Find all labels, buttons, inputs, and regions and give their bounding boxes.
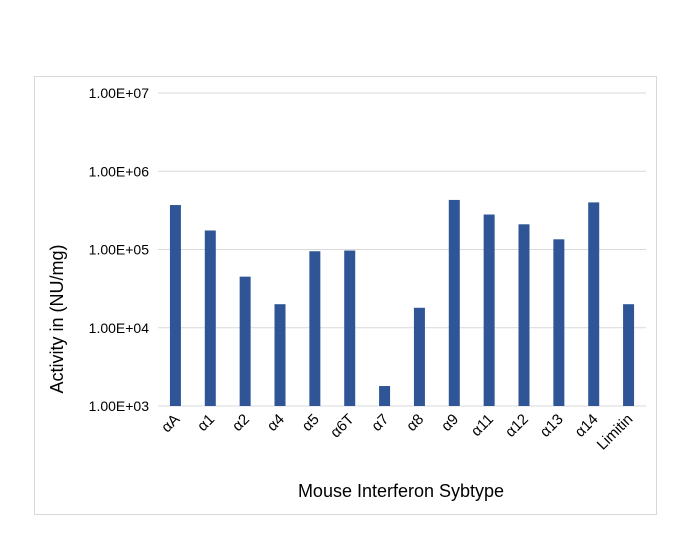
bar xyxy=(483,214,495,406)
bar xyxy=(344,250,356,406)
y-tick-label: 1.00E+06 xyxy=(89,163,150,179)
x-tick-label: α7 xyxy=(368,411,392,435)
bar xyxy=(553,239,565,406)
bar xyxy=(623,304,635,406)
y-tick-label: 1.00E+04 xyxy=(89,320,150,336)
bar xyxy=(274,304,286,406)
x-tick-label: α6T xyxy=(327,411,358,442)
bar xyxy=(518,224,530,406)
x-tick-label: αA xyxy=(158,411,183,436)
bar xyxy=(588,202,600,406)
x-tick-label: α2 xyxy=(229,411,253,435)
bar xyxy=(309,251,321,406)
x-tick-label: α11 xyxy=(468,411,497,440)
y-tick-label: 1.00E+03 xyxy=(89,398,150,414)
bar xyxy=(413,307,425,406)
y-tick-label: 1.00E+05 xyxy=(89,242,150,258)
x-tick-label: α14 xyxy=(572,411,602,441)
x-tick-label: α1 xyxy=(194,411,218,435)
bar xyxy=(169,205,181,406)
bar xyxy=(239,276,251,406)
x-tick-label: Limitin xyxy=(594,411,637,454)
x-tick-label: α5 xyxy=(299,411,323,435)
gridlines xyxy=(158,92,646,407)
bar xyxy=(448,199,460,406)
y-tick-label: 1.00E+07 xyxy=(89,85,150,101)
bar xyxy=(379,386,391,406)
x-axis-title: Mouse Interferon Sybtype xyxy=(298,481,504,501)
x-tick-label: α13 xyxy=(537,411,567,441)
x-tick-label: α12 xyxy=(502,411,532,441)
y-tick-labels: 1.00E+03 1.00E+04 1.00E+05 1.00E+06 1.00E+07 xyxy=(89,85,150,414)
bar xyxy=(204,230,216,406)
bars xyxy=(169,199,635,406)
x-tick-label: α4 xyxy=(264,411,288,435)
x-tick-label: α9 xyxy=(438,411,462,435)
y-axis-title: Activity in (NU/mg) xyxy=(47,244,67,393)
x-tick-label: α8 xyxy=(403,411,427,435)
